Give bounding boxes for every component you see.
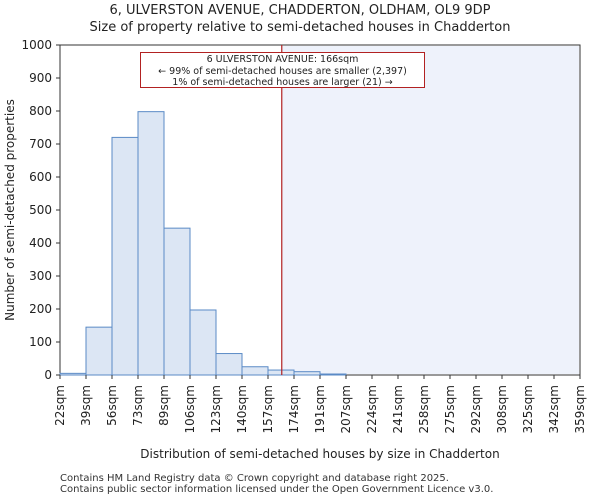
x-tick-label: 292sqm [469, 385, 483, 433]
y-tick-label: 100 [29, 335, 52, 349]
histogram-bar [85, 326, 113, 376]
y-tick-label: 500 [29, 203, 52, 217]
y-tick-label: 1000 [21, 38, 52, 52]
histogram-bar [59, 372, 87, 376]
x-tick-label: 140sqm [235, 385, 249, 433]
x-tick-label: 157sqm [261, 385, 275, 433]
x-tick-label: 191sqm [313, 385, 327, 433]
x-tick-label: 106sqm [183, 385, 197, 433]
y-tick-label: 700 [29, 137, 52, 151]
histogram-bar [319, 373, 347, 376]
y-axis-label: Number of semi-detached properties [3, 99, 17, 321]
histogram-bar [189, 309, 217, 376]
annotation-line-1: 6 ULVERSTON AVENUE: 166sqm [206, 54, 359, 65]
histogram-bar [241, 366, 269, 376]
annotation-line-2: ← 99% of semi-detached houses are smalle… [158, 65, 407, 77]
annotation-line-3: 1% of semi-detached houses are larger (2… [172, 77, 393, 88]
y-tick-label: 600 [29, 170, 52, 184]
x-tick-label: 359sqm [573, 385, 587, 433]
histogram-bar [215, 353, 243, 376]
histogram-bar [163, 227, 191, 376]
x-tick-label: 207sqm [339, 385, 353, 433]
x-tick-label: 22sqm [53, 385, 67, 426]
x-tick-label: 224sqm [365, 385, 379, 433]
y-tick-label: 800 [29, 104, 52, 118]
y-tick-label: 400 [29, 236, 52, 250]
x-tick-label: 123sqm [209, 385, 223, 433]
x-axis-label: Distribution of semi-detached houses by … [140, 447, 499, 461]
x-tick-label: 89sqm [157, 385, 171, 426]
annotation-box: 6 ULVERSTON AVENUE: 166sqm ← 99% of semi… [140, 52, 425, 88]
x-tick-label: 56sqm [105, 385, 119, 426]
chart-title: 6, ULVERSTON AVENUE, CHADDERTON, OLDHAM,… [109, 3, 491, 18]
x-tick-label: 325sqm [521, 385, 535, 433]
y-tick-label: 0 [44, 368, 52, 382]
footer-line-2: Contains public sector information licen… [60, 484, 494, 495]
histogram-bar [293, 371, 321, 376]
y-tick-label: 900 [29, 71, 52, 85]
footer-line-1: Contains HM Land Registry data © Crown c… [60, 473, 449, 484]
x-tick-label: 342sqm [547, 385, 561, 433]
histogram-bar [111, 136, 139, 376]
histogram-bar [137, 111, 165, 376]
y-tick-label: 300 [29, 269, 52, 283]
x-tick-label: 241sqm [391, 385, 405, 433]
histogram-bar [267, 369, 295, 376]
x-tick-label: 39sqm [79, 385, 93, 426]
chart-subtitle: Size of property relative to semi-detach… [89, 20, 511, 35]
y-tick-label: 200 [29, 302, 52, 316]
x-tick-label: 258sqm [417, 385, 431, 433]
x-tick-label: 275sqm [443, 385, 457, 433]
x-tick-label: 73sqm [131, 385, 145, 426]
larger-region-shade [281, 46, 579, 374]
x-tick-label: 308sqm [495, 385, 509, 433]
x-tick-label: 174sqm [287, 385, 301, 433]
